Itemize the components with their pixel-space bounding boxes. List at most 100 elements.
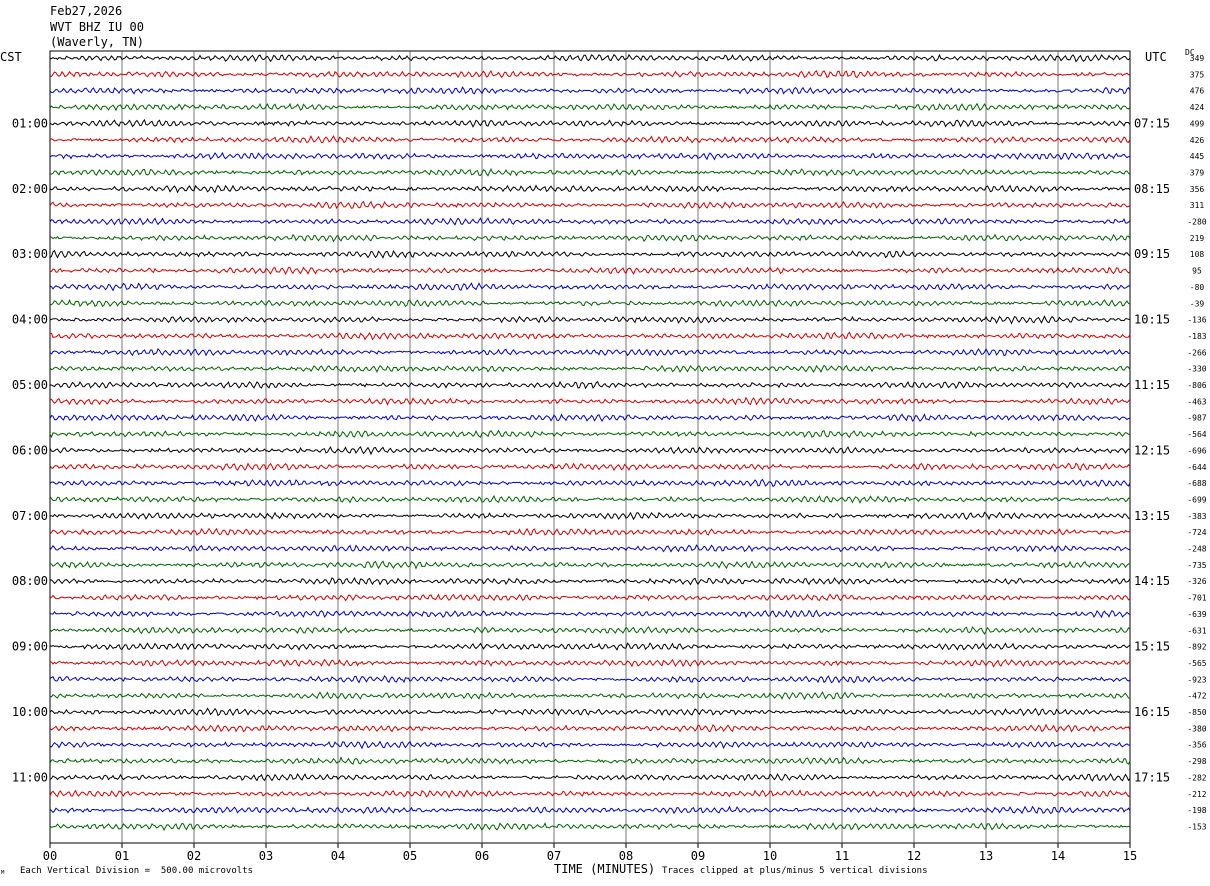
dc-offset-label: -280 [1187,218,1206,227]
right-hour-label: 09:15 [1134,247,1170,261]
trace-13 [49,249,1131,259]
x-tick-label: 11 [835,849,849,863]
right-hour-label: 11:15 [1134,378,1170,392]
trace-45 [49,772,1131,782]
trace-15 [49,282,1131,292]
trace-23 [49,413,1131,422]
corner-mark: ᴹ [0,870,6,880]
left-hour-label: 07:00 [12,509,48,523]
left-hour-label: 02:00 [12,182,48,196]
dc-offset-label: 424 [1190,103,1205,112]
dc-offset-label: 108 [1190,250,1205,259]
dc-offset-label: -923 [1187,675,1206,684]
x-tick-label: 05 [403,849,417,863]
left-hour-label: 08:00 [12,574,48,588]
clip-note: Traces clipped at plus/minus 5 vertical … [662,866,928,876]
dc-offset-label: -380 [1187,724,1206,733]
trace-9 [49,184,1131,194]
dc-offset-label: 95 [1192,267,1202,276]
trace-4 [49,102,1131,112]
dc-offset-label: -326 [1187,577,1206,586]
trace-30 [49,527,1131,536]
trace-37 [49,642,1131,651]
right-hour-label: 10:15 [1134,313,1170,327]
dc-offset-label: -644 [1187,463,1206,472]
trace-28 [49,494,1131,504]
trace-1 [49,53,1131,63]
trace-12 [49,233,1131,243]
trace-6 [49,135,1131,144]
trace-7 [49,151,1131,161]
dc-offset-label: -564 [1187,430,1206,439]
trace-16 [49,298,1131,308]
dc-offset-label: 311 [1190,201,1205,210]
left-hour-label: 03:00 [12,247,48,261]
dc-offset-label: -39 [1190,299,1205,308]
trace-11 [49,217,1131,226]
dc-offset-label: 445 [1190,152,1205,161]
dc-offset-label: -724 [1187,528,1206,537]
trace-19 [49,347,1131,357]
trace-34 [49,593,1131,602]
x-tick-label: 12 [907,849,921,863]
dc-offset-label: -136 [1187,316,1206,325]
dc-offset-label: -701 [1187,594,1206,603]
trace-39 [49,675,1131,684]
trace-27 [49,478,1131,488]
trace-47 [49,805,1131,815]
x-tick-label: 13 [979,849,993,863]
trace-8 [49,167,1131,177]
trace-31 [49,544,1131,553]
dc-offset-label: -266 [1187,348,1206,357]
dc-offset-label: -850 [1187,708,1206,717]
dc-offset-label: 379 [1190,168,1205,177]
trace-33 [49,576,1131,586]
dc-offset-label: -472 [1187,692,1206,701]
dc-offset-label: -565 [1187,659,1206,668]
trace-21 [49,380,1131,390]
dc-offset-label: -631 [1187,626,1206,635]
trace-18 [49,331,1131,341]
trace-35 [49,609,1131,619]
dc-offset-label: -80 [1190,283,1205,292]
left-hour-label: 09:00 [12,640,48,654]
dc-offset-label: -688 [1187,479,1206,488]
trace-46 [49,789,1131,799]
x-tick-label: 04 [331,849,345,863]
trace-42 [49,723,1131,733]
trace-20 [49,364,1131,374]
x-tick-label: 03 [259,849,273,863]
x-tick-label: 01 [115,849,129,863]
trace-41 [49,707,1131,717]
dc-label: DC [1185,48,1195,57]
trace-24 [49,429,1131,439]
right-hour-label: 17:15 [1134,770,1170,784]
dc-offset-label: 375 [1190,70,1205,79]
dc-offset-label: 349 [1190,54,1205,63]
dc-offset-label: -198 [1187,806,1206,815]
dc-offset-label: -330 [1187,365,1206,374]
dc-offset-label: 499 [1190,119,1205,128]
dc-offset-label: 426 [1190,136,1205,145]
dc-offset-label: 356 [1190,185,1205,194]
left-hour-label: 01:00 [12,116,48,130]
trace-25 [49,446,1131,456]
dc-offset-label: -639 [1187,610,1206,619]
trace-14 [49,266,1131,276]
x-tick-label: 09 [691,849,705,863]
x-tick-label: 00 [43,849,57,863]
dc-offset-label: -463 [1187,397,1206,406]
trace-26 [49,462,1131,472]
dc-offset-label: -183 [1187,332,1206,341]
right-hour-label: 07:15 [1134,116,1170,130]
trace-2 [49,69,1131,79]
trace-5 [49,118,1131,128]
x-tick-label: 07 [547,849,561,863]
left-hour-label: 10:00 [12,705,48,719]
dc-offset-label: -298 [1187,757,1206,766]
right-hour-label: 12:15 [1134,443,1170,457]
x-axis-title: TIME (MINUTES) [554,862,656,876]
right-timezone-label: UTC [1145,50,1167,64]
trace-29 [49,511,1131,521]
trace-17 [49,315,1131,325]
